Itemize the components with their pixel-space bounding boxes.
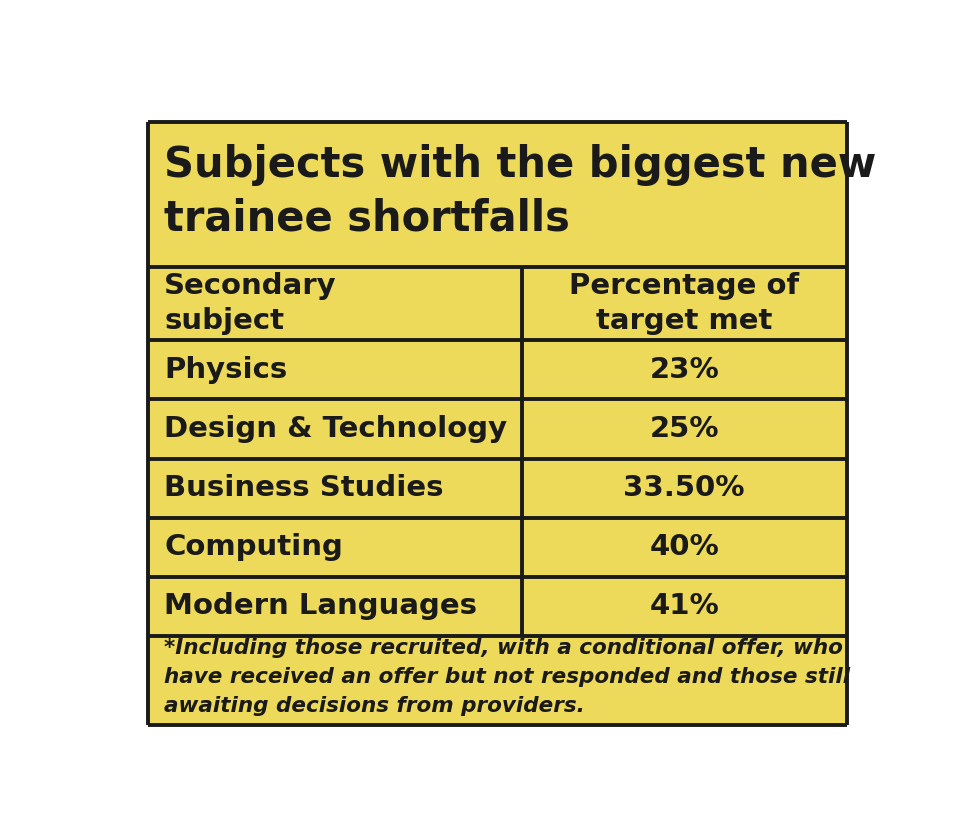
FancyBboxPatch shape (147, 122, 846, 726)
Text: Percentage of
target met: Percentage of target met (569, 272, 798, 335)
Text: 33.50%: 33.50% (623, 474, 744, 502)
Text: 23%: 23% (648, 356, 718, 384)
Text: 41%: 41% (648, 592, 718, 620)
Text: Physics: Physics (164, 356, 287, 384)
Text: Modern Languages: Modern Languages (164, 592, 477, 620)
Text: *Including those recruited, with a conditional offer, who
have received an offer: *Including those recruited, with a condi… (164, 638, 850, 716)
Text: 25%: 25% (648, 415, 718, 443)
Text: Subjects with the biggest new
trainee shortfalls: Subjects with the biggest new trainee sh… (164, 143, 876, 239)
Text: 40%: 40% (648, 533, 718, 561)
Text: Business Studies: Business Studies (164, 474, 443, 502)
Text: Secondary
subject: Secondary subject (164, 272, 336, 335)
Text: Computing: Computing (164, 533, 343, 561)
Text: Design & Technology: Design & Technology (164, 415, 507, 443)
